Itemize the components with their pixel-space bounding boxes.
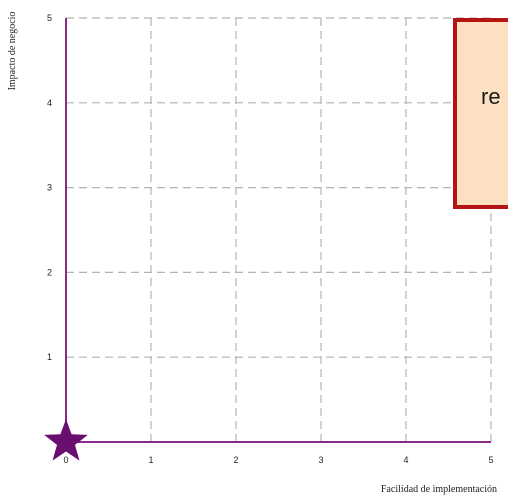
x-tick-label: 0 [63, 455, 68, 465]
grid-lines [66, 17, 492, 442]
annotation-box [453, 18, 508, 209]
data-points [44, 419, 88, 461]
annotation-text: re [481, 84, 501, 109]
annotation-card: re [453, 18, 508, 209]
y-tick-label: 2 [47, 267, 52, 277]
y-tick-label: 4 [47, 98, 52, 108]
x-tick-labels: 0 1 2 3 4 5 [63, 455, 493, 465]
star-marker [44, 419, 88, 461]
y-tick-labels: 1 2 3 4 5 [47, 13, 52, 362]
y-axis-title: Impacto de negocio [7, 12, 18, 91]
x-axis-title: Facilidad de implementación [381, 484, 497, 495]
axes [65, 18, 491, 443]
x-tick-label: 4 [403, 455, 408, 465]
x-tick-label: 5 [488, 455, 493, 465]
y-tick-label: 3 [47, 183, 52, 193]
y-tick-label: 1 [47, 352, 52, 362]
x-tick-label: 1 [148, 455, 153, 465]
y-tick-label: 5 [47, 13, 52, 23]
x-tick-label: 2 [233, 455, 238, 465]
x-tick-label: 3 [318, 455, 323, 465]
